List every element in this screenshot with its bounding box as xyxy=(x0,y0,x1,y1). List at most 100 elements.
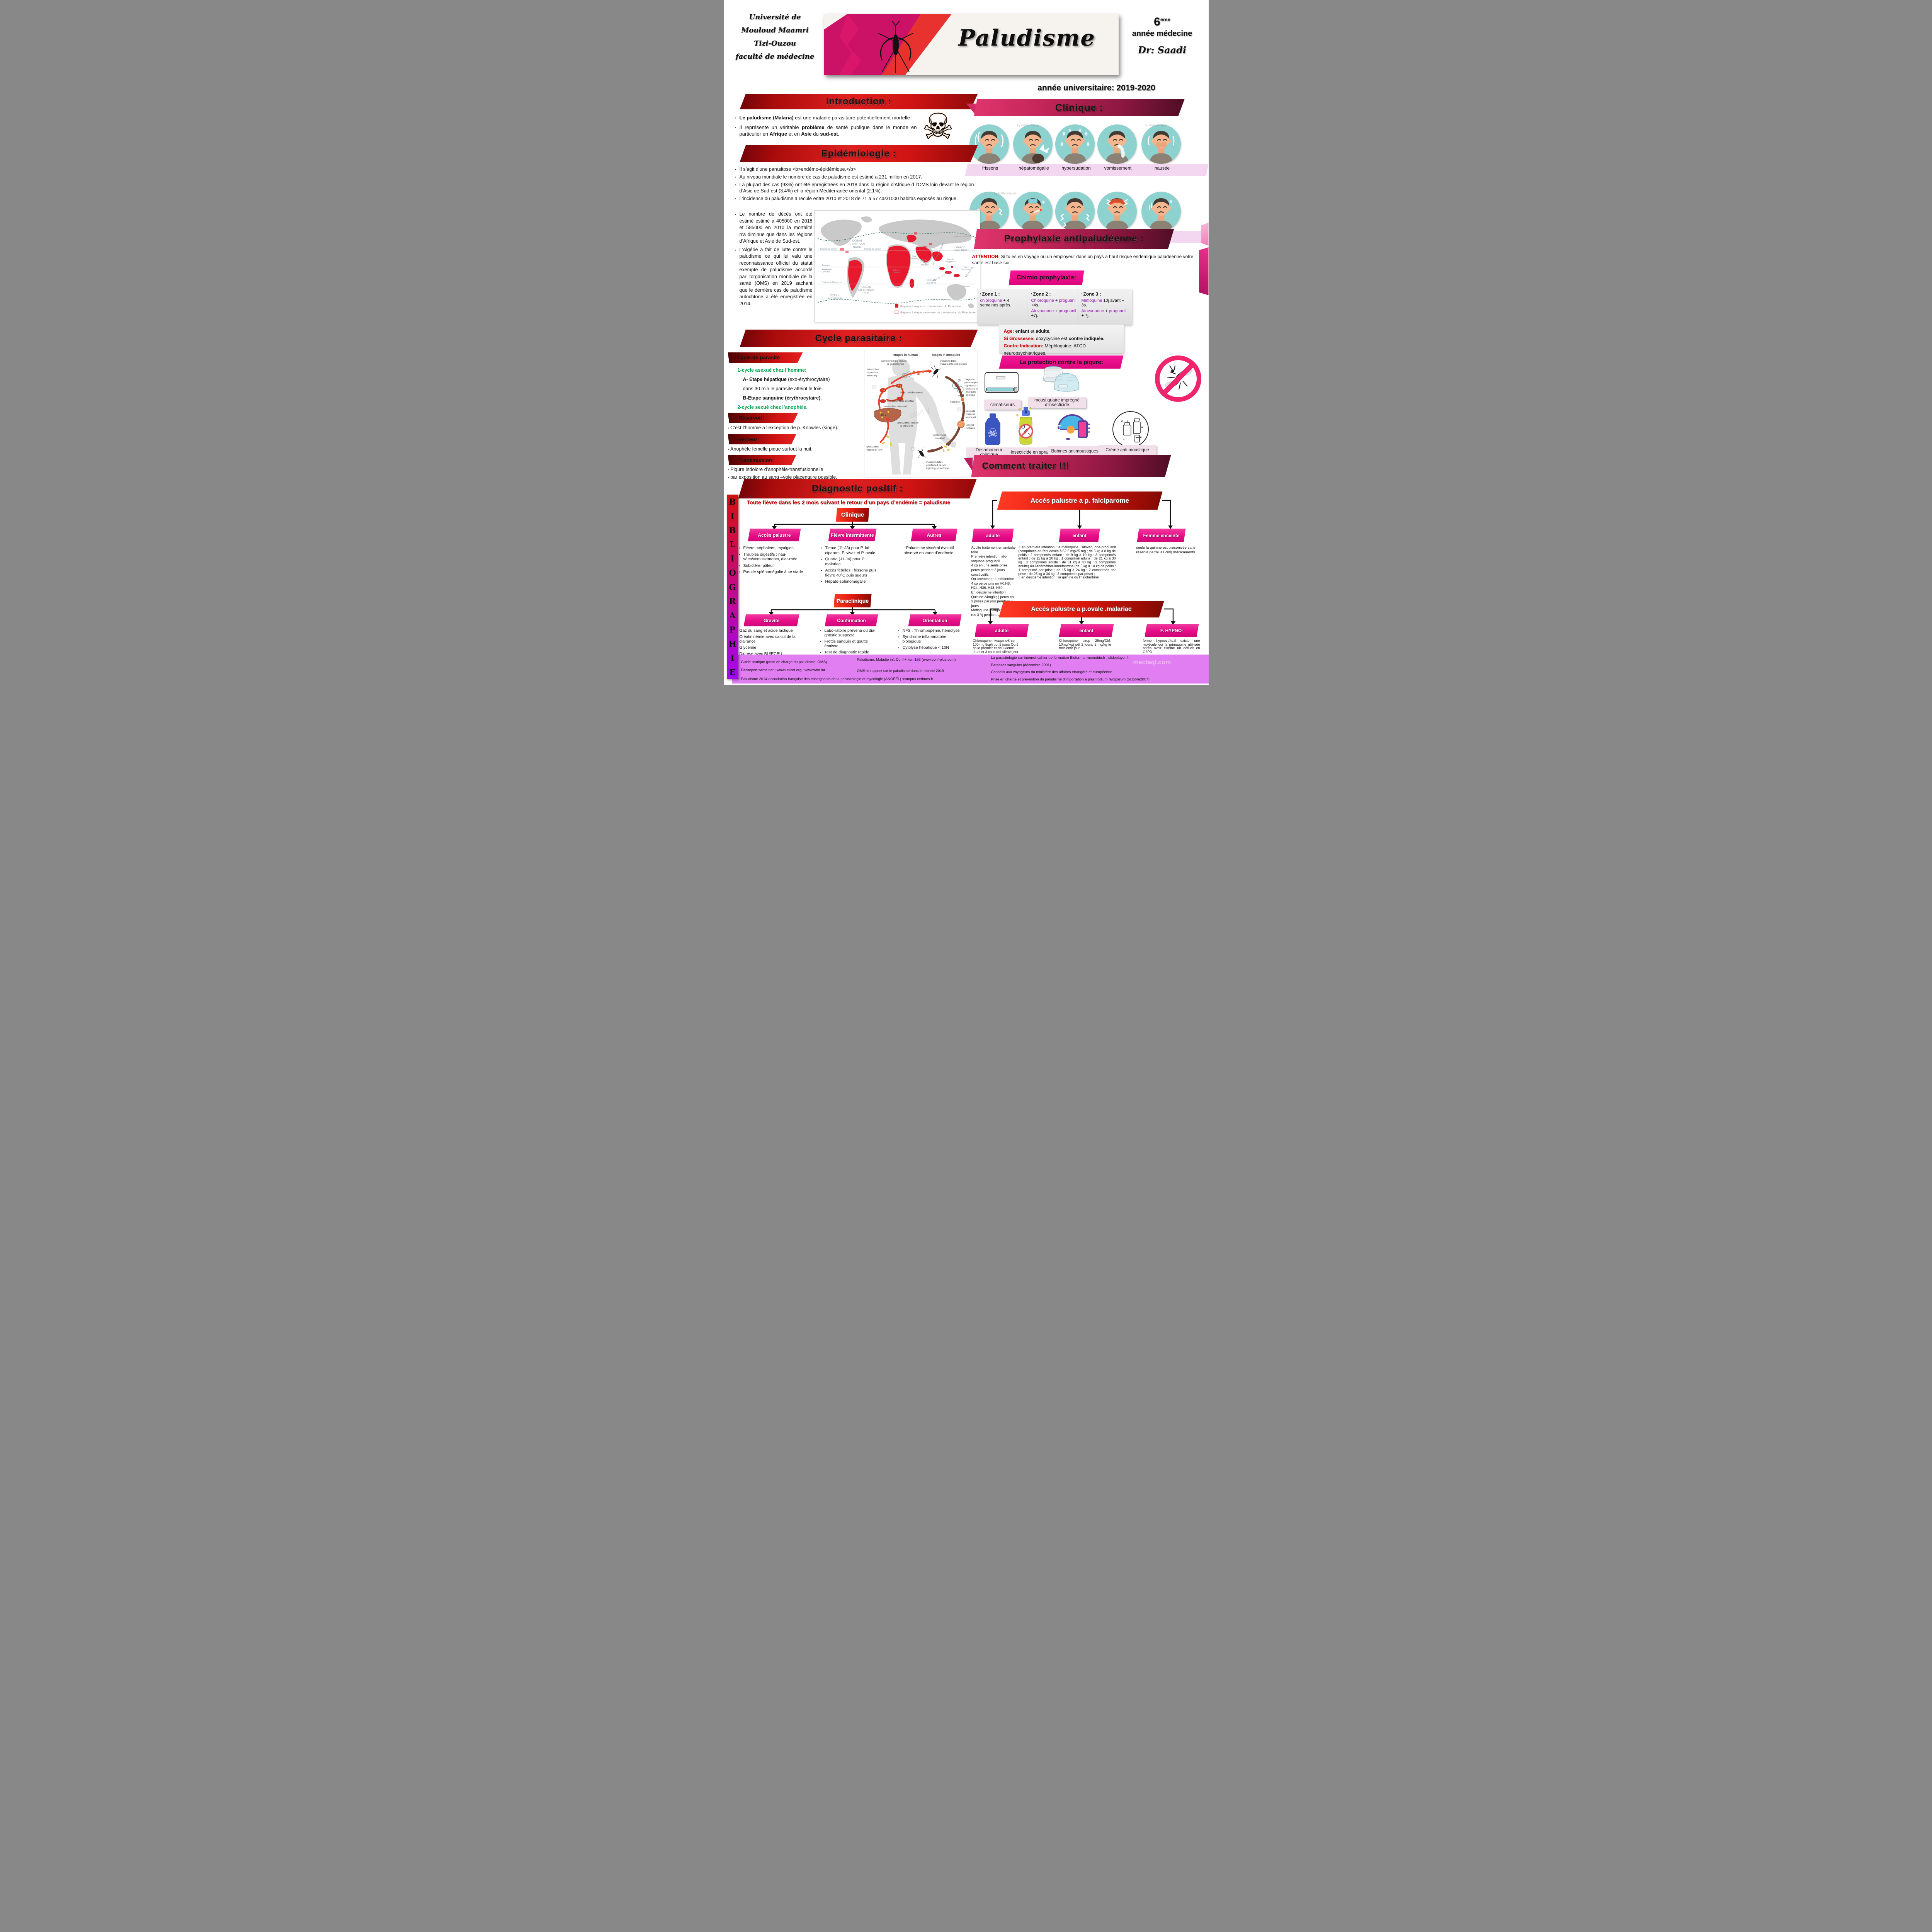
cycle-line: B-Etape sanguine (érythrocytaire). xyxy=(743,395,822,401)
cycle-line: A- Etape hépatique (exo-érythrocytaire) xyxy=(743,377,830,382)
svg-text:PACIFIQUE: PACIFIQUE xyxy=(953,249,968,252)
nausee-icon xyxy=(1141,124,1181,164)
getty-watermark: by Getty Images xyxy=(1145,124,1167,127)
getty-watermark: by Getty Images xyxy=(1017,124,1040,127)
academic-year: année universitaire: 2019-2020 xyxy=(1037,83,1155,92)
chimio-title: Chimio prophylaxie: xyxy=(1017,274,1076,281)
svg-text:OCÉAN: OCÉAN xyxy=(861,285,871,289)
svg-text:☠: ☠ xyxy=(987,427,998,439)
branch-fievre-intermittente: Fièvre intermittente xyxy=(828,529,877,541)
svg-text:sporozoites: sporozoites xyxy=(933,434,946,437)
falciparum-title: Accés palustre a p. falciparome xyxy=(1030,497,1129,504)
clinique-node: Clinique xyxy=(836,508,869,522)
fievre-intermittente-bullets: Tierce (J1-J3) pour P. fal-ciparum, P. v… xyxy=(821,546,880,586)
svg-text:mid-gut: mid-gut xyxy=(966,394,975,396)
ac-icon xyxy=(983,371,1020,399)
bibliographie-letter: I xyxy=(730,554,735,563)
clinique-banner-tip xyxy=(966,104,976,115)
intro-heading: Introduction : xyxy=(826,96,891,107)
svg-text:Tropique du Capricorne: Tropique du Capricorne xyxy=(821,281,842,284)
bibliographie-letter: P xyxy=(729,624,736,634)
svg-text:mosquito: mosquito xyxy=(966,391,976,393)
svg-text:1000 Km: 1000 Km xyxy=(822,271,830,273)
protection-label: climatiseurs xyxy=(984,400,1021,410)
svg-text:injecting sporozoites: injecting sporozoites xyxy=(926,467,949,470)
ovale-cat-hypno: F. HYPNO- xyxy=(1145,624,1199,637)
bullet: NFS : Thrombopénie, hémolyse xyxy=(898,628,966,633)
bullet: Créatininémie avec calcul de la clairanc… xyxy=(735,634,805,644)
attention-text: ATTENTION: Si tu es en voyage ou un empl… xyxy=(972,254,1194,265)
svg-text:to oocyst: to oocyst xyxy=(966,416,976,419)
svg-text:ruptures: ruptures xyxy=(966,427,975,430)
svg-text:Équateur: Équateur xyxy=(822,264,830,267)
protection-label: moustiquaire imprégné d’insecticide xyxy=(1028,397,1086,408)
epidemiologie-bullet: La plupart des cas (93%) ont été enregis… xyxy=(735,182,974,194)
svg-text:ookinete: ookinete xyxy=(950,401,960,403)
cycle-parasite-label: • Cycle de parasite : xyxy=(728,352,803,363)
svg-text:red blood cells infected: red blood cells infected xyxy=(888,400,914,403)
biblio-entry-wide: Paludisme 2014-association française des… xyxy=(741,677,933,681)
falciparum-cat-enfant: enfant xyxy=(1059,529,1100,542)
diagnostic-alert: Toute fièvre dans les 2 mois suivant le … xyxy=(747,499,951,505)
svg-text:du: du xyxy=(923,262,925,264)
svg-text:sporozoites mature: sporozoites mature xyxy=(897,422,918,424)
bullet: - Paludisme viscéral évolutif observé en… xyxy=(903,546,954,555)
diagram-label: stages in mosquito xyxy=(932,353,960,357)
bibliographie-letter: B xyxy=(729,497,736,507)
svg-text:Tropique du Cancer: Tropique du Cancer xyxy=(864,248,881,250)
svg-text:Mer: Mer xyxy=(912,255,916,258)
epidemiologie-bullet: Il s’agit d’une parasitose <b>endémo-épi… xyxy=(735,166,974,173)
symptom-label: hypersudation xyxy=(1061,165,1091,171)
bullet: Gaz du sang et acide lactique xyxy=(735,628,805,633)
svg-text:a: a xyxy=(912,447,914,451)
fatigue-icon xyxy=(1141,192,1181,231)
svg-text:Isotherme de juillet 10°C: Isotherme de juillet 10°C xyxy=(932,299,952,301)
intro-bullet: Le paludisme (Malaria) est une maladie p… xyxy=(735,114,917,121)
map-legend-2: Régions à risque saisonnier de transmiss… xyxy=(900,311,976,314)
orientation-bullets: NFS : Thrombopénie, hémolyseSyndrome inf… xyxy=(898,628,966,651)
fievre-icon xyxy=(1013,192,1053,231)
bullet: Test de diagnostic rapide xyxy=(820,650,882,655)
epidemiologie-banner: Epidémiologie : xyxy=(740,145,978,162)
ovale-adulte-text: Chloroquine nivaquine® cp 100 mg 5cp/j p… xyxy=(973,639,1019,654)
bibliographie-letter: A xyxy=(729,611,736,620)
biblio-entry: Guide pratique (prise en charge du palud… xyxy=(741,660,827,664)
svg-text:Mer de: Mer de xyxy=(947,259,954,261)
bibliographie-letter: G xyxy=(729,582,736,592)
clinique-heading: Clinique : xyxy=(1055,102,1103,113)
svg-text:Vanuatu: Vanuatu xyxy=(962,286,969,288)
title-banner: Paludisme xyxy=(824,14,1119,75)
svg-text:asexually: asexually xyxy=(867,374,878,377)
prophylaxie-banner: Prophylaxie antipaludéenne : xyxy=(974,229,1174,249)
mectaql-watermark: mectaql.com xyxy=(1133,659,1171,666)
ovale-title-box: Accés palustre a p.ovale .malariae xyxy=(998,601,1164,617)
ovale-cat-adulte: adulte xyxy=(975,624,1029,637)
svg-text:Salomon: Salomon xyxy=(961,269,969,271)
branch-confirmation: Confirmation xyxy=(825,614,878,626)
bullet: Tierce (J1-J3) pour P. fal-ciparum, P. v… xyxy=(821,546,880,555)
epidemiologie-bullet: L’incidence du paludisme a reculé entre … xyxy=(735,196,974,202)
svg-text:uninfected person,: uninfected person, xyxy=(926,464,947,467)
biblio-col1: Guide pratique (prise en charge du palud… xyxy=(741,657,849,672)
svg-text:liver: liver xyxy=(881,414,886,417)
symptom-label: frissons xyxy=(982,165,998,171)
zone3-line: Méfloquine 10j avant + 3s. xyxy=(1081,298,1124,308)
symptom-labels-row1 xyxy=(965,164,1209,176)
svg-text:malaria-infected person: malaria-infected person xyxy=(940,363,967,366)
zone1-box: • Zone 1 : chloroquine + 4 semaines aprè… xyxy=(977,289,1029,325)
svg-text:SUD: SUD xyxy=(863,292,869,295)
age-line: Si Grossesse: doxycycline est contre ind… xyxy=(1003,336,1105,341)
intro-bullet: Il représente un véritable problème de s… xyxy=(735,124,917,137)
svg-text:Golfe de: Golfe de xyxy=(892,269,900,272)
biblio-entry: La parasitologie sur internet-cahier de … xyxy=(991,656,1129,660)
svg-text:merozoites: merozoites xyxy=(867,368,879,371)
traiter-heading: Comment traiter !!! xyxy=(982,461,1070,471)
bullet: Frottis sanguin et goutte épaisse xyxy=(820,639,882,648)
bullet: Pas de splénomégalie à ce stade xyxy=(739,570,805,575)
acces-palustre-bullets: Fièvre, céphalées, myalgiesTroubles dige… xyxy=(739,546,805,576)
bibliographie-letter: H xyxy=(728,639,736,649)
paraclinique-node: Paraclinique xyxy=(833,594,872,607)
protection-title-box: La protection contre la piqure: xyxy=(999,355,1124,369)
year-number: 6eme xyxy=(1154,15,1170,28)
bibliographie-letter: E xyxy=(729,667,736,677)
